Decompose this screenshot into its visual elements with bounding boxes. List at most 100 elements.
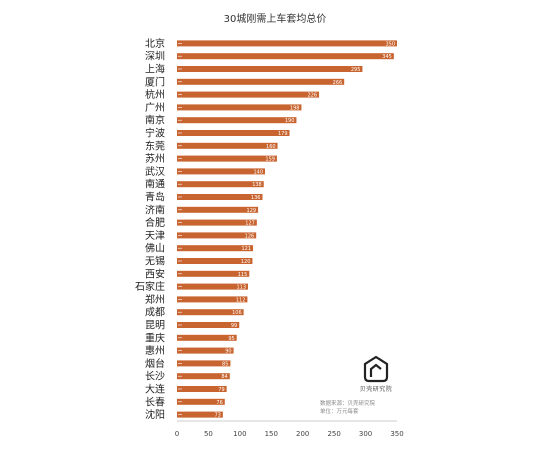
category-label: 长沙: [145, 371, 165, 383]
x-tick-label: 100: [233, 430, 246, 438]
category-label: 宁波: [145, 127, 165, 140]
bar-长春: [177, 398, 225, 405]
data-label: 113: [236, 285, 246, 291]
category-label: 昆明: [145, 320, 165, 332]
category-label: 天津: [145, 230, 165, 242]
bar-天津: [177, 232, 257, 239]
data-label: 136: [251, 195, 261, 201]
bar-大连: [177, 386, 227, 392]
category-label: 杭州: [145, 88, 165, 101]
x-tick-label: 300: [359, 430, 372, 438]
data-label: 138: [252, 182, 262, 188]
bar-南通: [177, 181, 264, 188]
unit-line: 单位：万元每套: [320, 409, 359, 415]
data-label: 190: [285, 118, 295, 124]
data-label: 160: [266, 144, 276, 150]
bar-重庆: [177, 334, 237, 341]
category-label: 成都: [145, 307, 165, 319]
bar-合肥: [177, 219, 257, 226]
bar-深圳: [177, 53, 394, 60]
bar-惠州: [177, 347, 234, 354]
bar-佛山: [177, 245, 254, 252]
category-label: 合肥: [145, 216, 165, 229]
category-label: 东莞: [145, 139, 165, 152]
data-label: 84: [221, 374, 227, 380]
bar-南京: [177, 117, 297, 124]
x-tick-label: 50: [204, 430, 213, 438]
category-label: 深圳: [145, 51, 165, 63]
beike-logo-icon: [363, 355, 389, 383]
data-label: 127: [245, 221, 255, 227]
category-label: 广州: [145, 102, 165, 114]
data-label: 126: [245, 233, 255, 239]
source-line: 数据来源：贝壳研究院: [320, 401, 376, 407]
x-tick-label: 200: [296, 430, 309, 438]
x-tick-label: 250: [327, 430, 340, 438]
bar-成都: [177, 309, 244, 316]
category-label: 西安: [145, 267, 165, 280]
category-label: 长春: [145, 396, 165, 408]
category-label: 无锡: [145, 255, 165, 268]
data-label: 106: [232, 310, 242, 316]
bar-广州: [177, 104, 302, 111]
data-label: 99: [231, 323, 237, 329]
data-label: 85: [222, 361, 228, 367]
data-label: 76: [216, 400, 222, 406]
category-label: 厦门: [145, 75, 165, 88]
data-label: 73: [215, 413, 221, 419]
data-label: 295: [351, 67, 361, 73]
category-label: 南通: [145, 178, 165, 191]
bar-厦门: [177, 78, 345, 85]
data-label: 266: [333, 80, 343, 86]
bar-宁波: [177, 130, 290, 136]
data-label: 115: [238, 272, 248, 278]
data-label: 179: [278, 131, 288, 137]
x-tick-label: 350: [390, 430, 403, 438]
bar-青岛: [177, 194, 263, 200]
category-label: 惠州: [145, 344, 165, 357]
bar-杭州: [177, 91, 320, 98]
category-label: 佛山: [145, 242, 165, 255]
category-label: 石家庄: [135, 280, 165, 293]
bar-郑州: [177, 296, 248, 303]
data-label: 159: [265, 157, 275, 163]
category-label: 上海: [145, 63, 165, 76]
category-label: 沈阳: [145, 408, 165, 421]
bar-沈阳: [177, 411, 223, 418]
category-label: 北京: [145, 37, 165, 50]
data-label: 350: [385, 41, 395, 47]
data-label: 79: [218, 387, 224, 393]
category-label: 济南: [145, 203, 165, 216]
bar-东莞: [177, 142, 278, 149]
data-label: 120: [241, 259, 251, 265]
bar-西安: [177, 270, 250, 277]
x-tick-label: 150: [265, 430, 278, 438]
category-label: 大连: [145, 383, 165, 396]
data-label: 121: [242, 246, 252, 252]
data-label: 90: [225, 349, 231, 355]
category-label: 烟台: [145, 357, 165, 370]
bar-武汉: [177, 168, 265, 175]
data-label: 226: [308, 93, 318, 99]
category-label: 苏州: [145, 152, 165, 165]
category-label: 郑州: [145, 293, 165, 306]
bar-无锡: [177, 258, 253, 264]
chart-title: 30城刚需上车套均总价: [223, 14, 327, 25]
data-label: 198: [290, 105, 300, 111]
bar-北京: [177, 40, 397, 47]
logo-text: 贝壳研究院: [359, 386, 393, 393]
bar-石家庄: [177, 283, 249, 290]
x-tick-label: 0: [175, 430, 179, 438]
bar-苏州: [177, 155, 277, 162]
category-label: 武汉: [145, 165, 165, 178]
category-label: 青岛: [145, 191, 165, 204]
data-label: 345: [382, 54, 392, 60]
category-label: 南京: [145, 114, 165, 127]
data-label: 140: [253, 169, 263, 175]
data-label: 129: [247, 208, 257, 214]
bar-烟台: [177, 360, 231, 367]
bar-长沙: [177, 373, 230, 380]
category-label: 重庆: [145, 331, 165, 344]
